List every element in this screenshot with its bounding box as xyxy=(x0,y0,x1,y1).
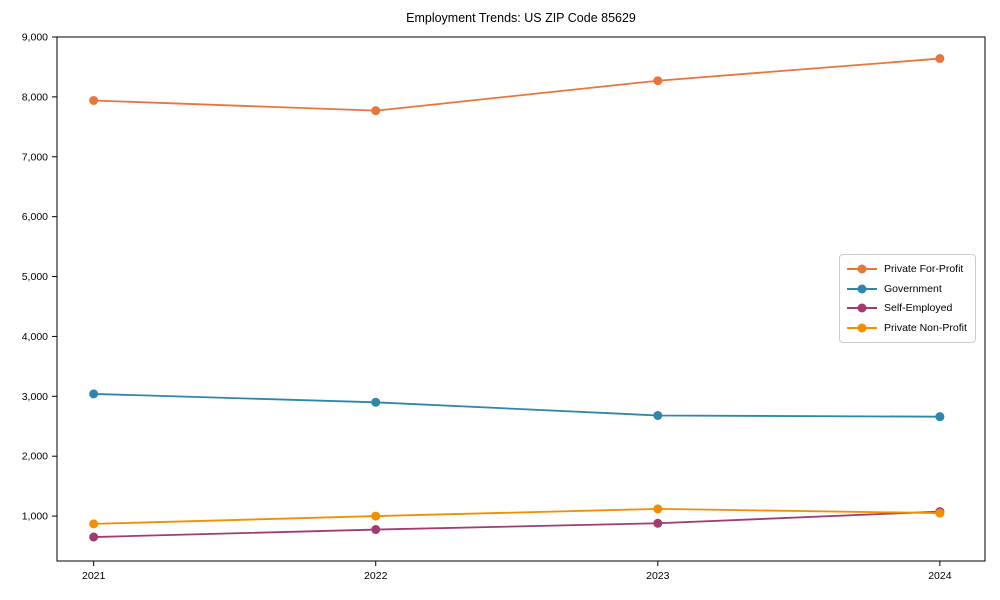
data-point-government xyxy=(371,397,381,407)
legend-swatch-icon xyxy=(847,303,877,313)
data-point-self-employed xyxy=(653,518,663,528)
data-point-private-non-profit xyxy=(653,504,663,514)
chart-title: Employment Trends: US ZIP Code 85629 xyxy=(406,11,636,25)
data-point-self-employed xyxy=(89,532,99,542)
y-tick-label: 8,000 xyxy=(22,91,48,103)
x-tick-label: 2024 xyxy=(928,570,952,582)
legend-swatch-icon xyxy=(847,264,877,274)
legend-label: Government xyxy=(884,282,942,295)
y-tick-label: 3,000 xyxy=(22,391,48,403)
legend-label: Private For-Profit xyxy=(884,262,964,275)
legend-swatch-icon xyxy=(847,323,877,333)
data-point-private-for-profit xyxy=(935,54,945,64)
data-point-private-non-profit xyxy=(935,508,945,518)
plot-border xyxy=(56,36,986,562)
y-tick-label: 9,000 xyxy=(22,32,48,44)
legend-item-self-employed[interactable]: Self-Employed xyxy=(847,299,968,317)
y-tick-label: 1,000 xyxy=(22,511,48,523)
legend-label: Self-Employed xyxy=(884,302,953,315)
legend-swatch-icon xyxy=(847,284,877,294)
legend-label: Private Non-Profit xyxy=(884,322,967,335)
legend-item-private-non-profit[interactable]: Private Non-Profit xyxy=(847,319,968,337)
data-point-government xyxy=(89,389,99,399)
series-line-government xyxy=(93,393,940,418)
data-point-private-for-profit xyxy=(653,76,663,86)
data-point-self-employed xyxy=(371,525,381,535)
data-point-private-non-profit xyxy=(371,511,381,521)
y-tick-label: 5,000 xyxy=(22,271,48,283)
data-point-government xyxy=(935,412,945,422)
x-tick-label: 2022 xyxy=(364,570,388,582)
y-tick-label: 6,000 xyxy=(22,211,48,223)
series-line-private-non-profit xyxy=(93,507,940,525)
x-tick-label: 2023 xyxy=(646,570,670,582)
data-point-private-non-profit xyxy=(89,519,99,529)
y-tick-label: 7,000 xyxy=(22,151,48,163)
legend: Private For-Profit Government Self-Emplo… xyxy=(839,254,976,343)
y-tick-label: 2,000 xyxy=(22,451,48,463)
data-point-private-for-profit xyxy=(89,95,99,105)
series-line-self-employed xyxy=(93,510,940,538)
series-line-private-for-profit xyxy=(93,57,940,112)
data-point-government xyxy=(653,410,663,420)
legend-item-private-for-profit[interactable]: Private For-Profit xyxy=(847,260,968,278)
legend-item-government[interactable]: Government xyxy=(847,280,968,298)
data-point-private-for-profit xyxy=(371,106,381,116)
x-tick-label: 2021 xyxy=(82,570,106,582)
y-tick-label: 4,000 xyxy=(22,331,48,343)
